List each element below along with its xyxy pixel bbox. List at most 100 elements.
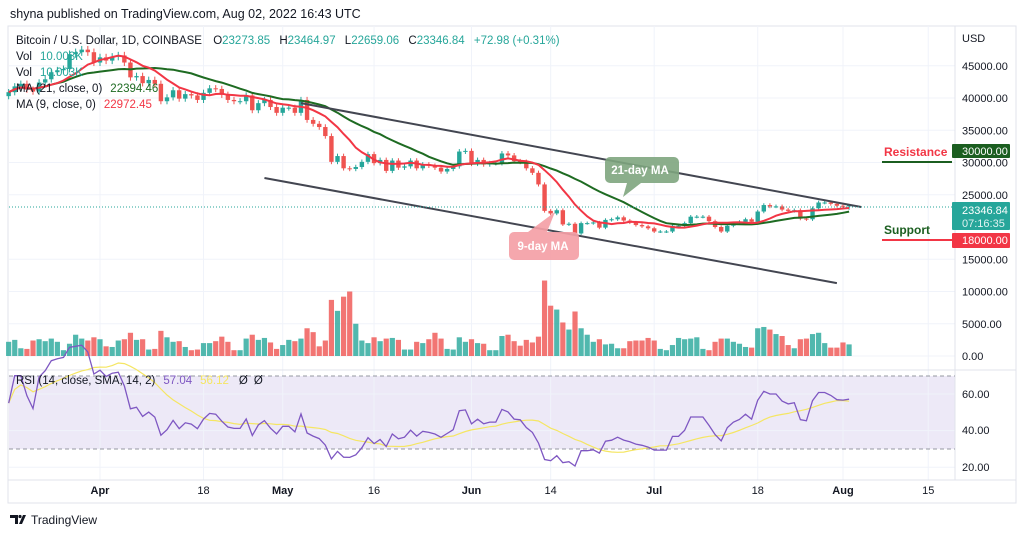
volume-bar [724,338,730,356]
candle-body [773,206,779,208]
volume-bar [164,337,170,356]
volume-bar [255,339,261,356]
bar-countdown: 07:16:35 [962,218,1005,230]
price-axis[interactable]: 45000.00 40000.00 35000.00 30000.00 25000.00… [962,61,1008,363]
volume-bar [578,328,584,356]
volume-bar [651,340,657,356]
candle-body [304,99,310,120]
volume-bar [6,341,12,356]
candle-body [846,205,852,207]
ma21-callout[interactable]: 21-day MA [605,157,679,197]
candle-body [670,225,675,232]
candle-body [585,223,590,225]
candle-body [822,202,827,204]
candle-body [621,217,626,221]
candle-body [554,210,559,214]
candle-body [591,222,596,224]
rsi-legend[interactable]: RSI (14, close, SMA, 14, 2) 57.04 56.12 Ø Ø [16,375,263,387]
candle-body [323,127,328,137]
volume-bar [170,341,176,356]
ma9-callout[interactable]: 9-day MA [509,212,579,260]
currency-label: USD [962,33,985,45]
volume-bar [194,349,201,356]
vol-legend-1[interactable]: Vol 10.003K [16,51,83,63]
time-tick: 14 [545,485,557,497]
volume-bar [633,340,639,356]
candle-body [140,76,145,84]
candle-body [170,90,176,98]
ma9-line [8,54,850,229]
candle-body [219,88,224,95]
volume-bar [200,343,207,356]
volume-bar [621,348,627,356]
legend: Bitcoin / U.S. Dollar, 1D, COINBASE O232… [16,35,560,387]
candle-body [420,164,425,169]
volume-bar [627,341,633,356]
volume-bar [24,348,30,356]
candle-body [438,167,444,172]
ohlc-change: +72.98 (+0.31%) [474,35,560,47]
volume-bar [615,348,621,356]
candle-body [463,150,468,152]
trendline-upper[interactable] [300,102,862,208]
vol-legend-2[interactable]: Vol 10.003K [16,67,83,79]
volume-bar [334,310,341,356]
volume-bar [797,339,803,356]
candle-body [384,159,389,171]
last-price: 23346.84 [962,205,1008,217]
volume-bar [18,348,24,356]
time-axis[interactable]: Apr 18 May 16 Jun 14 Jul 18 Aug 15 [91,485,935,497]
candle-body [237,101,243,103]
candle-body [560,210,566,225]
candle-body [122,55,127,63]
candle-body [444,168,450,172]
price-tick: 0.00 [962,351,983,363]
tradingview-logo-icon [10,515,26,524]
volume-bar [590,341,596,356]
volume-bar [474,343,481,356]
trendlines[interactable] [264,102,862,285]
volume-bar [767,329,773,356]
volume-bar [566,329,572,356]
resistance-price-tag [952,144,1010,158]
volume-bar [487,350,493,356]
trendline-lower[interactable] [264,176,838,285]
volume-bar [347,291,353,356]
volume-bar [834,347,840,356]
volume-bar [749,347,755,356]
volume-bar [182,346,188,356]
candle-body [475,159,480,164]
volume-bar [840,342,846,356]
volume-bar [438,338,444,356]
tradingview-logo[interactable]: TradingView [10,513,97,527]
volume-bar [444,348,450,356]
candle-body [55,70,60,73]
candle-body [61,68,66,71]
volume-bar [548,305,554,356]
candle-body [18,83,24,87]
volume-bar [79,338,85,356]
price-tick: 25000.00 [962,190,1008,202]
ma9-legend[interactable]: MA (9, close, 0) 22972.45 [16,99,152,111]
candle-body [6,92,11,97]
volume-bar [152,348,158,356]
candle-body [633,222,639,226]
volume-bar [755,328,761,356]
candle-body [828,202,833,204]
volume-bar [645,337,651,356]
candle-body [688,216,693,224]
candle-body [676,225,681,227]
volume-bar [219,336,225,356]
volume-bar [353,323,359,356]
ma21-legend[interactable]: MA (21, close, 0) 22394.46 [16,83,158,95]
candle-body [798,210,803,219]
volume-bar [48,338,54,356]
candle-body [164,97,170,102]
volume-bar [481,343,487,356]
symbol-legend[interactable]: Bitcoin / U.S. Dollar, 1D, COINBASE O232… [16,35,560,47]
candle-body [743,219,748,222]
volume-bar [298,338,304,356]
candle-body [779,206,785,210]
candle-body [804,218,809,220]
